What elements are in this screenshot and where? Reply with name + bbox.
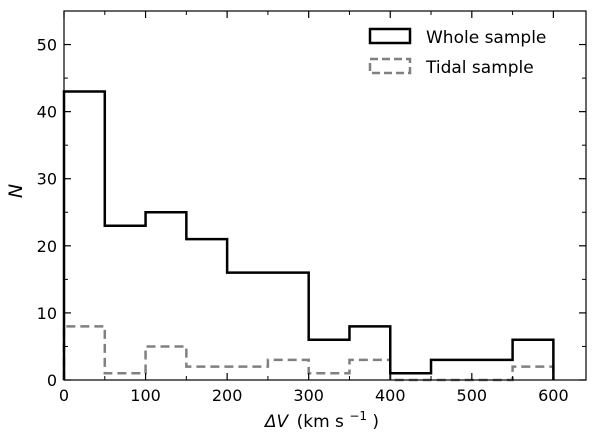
- plot-marks: [62, 90, 555, 382]
- x-tick-label: 200: [212, 386, 243, 405]
- plot-frame: [63, 10, 587, 381]
- x-axis-label-symbol: ΔV: [263, 412, 290, 432]
- y-axis-label: N: [5, 184, 27, 198]
- legend-label-whole: Whole sample: [426, 28, 546, 48]
- x-tick-label: 500: [457, 386, 488, 405]
- x-axis-label-exponent: −1: [349, 409, 367, 423]
- ticks: 0 100 200 300 400 500 600 0 10 20 30 40 50: [37, 11, 586, 405]
- y-tick-label: 50: [37, 36, 57, 55]
- y-tick-label: 0: [47, 371, 57, 390]
- legend-label-tidal: Tidal sample: [425, 58, 534, 78]
- y-tick-label: 40: [37, 103, 57, 122]
- x-axis-label-close: ): [372, 412, 379, 432]
- x-tick-label: 0: [59, 386, 69, 405]
- y-tick-label: 30: [37, 170, 57, 189]
- y-tick-label: 10: [37, 304, 57, 323]
- series-step-whole-sample: [62, 90, 555, 380]
- axes: [63, 10, 587, 381]
- x-tick-label: 300: [293, 386, 324, 405]
- y-tick-label: 20: [37, 237, 57, 256]
- x-tick-label: 100: [130, 386, 161, 405]
- legend-swatch-whole: [368, 27, 412, 45]
- x-axis-label: ΔV (km s −1 ): [263, 405, 379, 432]
- x-axis-label-units: (km s: [297, 412, 344, 432]
- x-tick-label: 400: [375, 386, 406, 405]
- x-tick-label: 600: [538, 386, 569, 405]
- legend: Whole sample Tidal sample: [368, 27, 546, 78]
- legend-swatch-tidal: [368, 57, 412, 75]
